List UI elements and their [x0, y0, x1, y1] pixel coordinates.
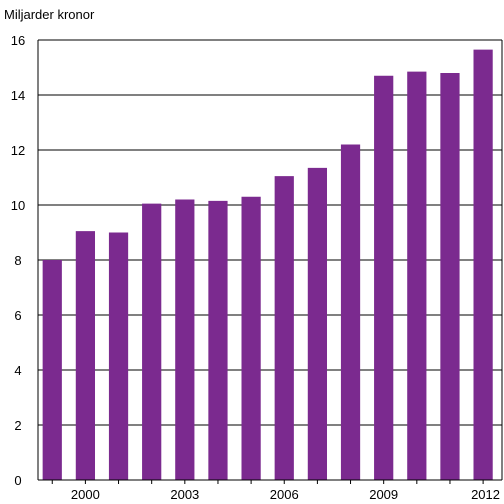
x-tick-label: 2003: [170, 487, 199, 502]
x-tick-label: 2009: [369, 487, 398, 502]
bar-2009: [374, 75, 394, 480]
x-tick-label: 2000: [71, 487, 100, 502]
y-tick-label: 0: [14, 473, 21, 488]
y-tick-label: 10: [11, 198, 25, 213]
bar-2006: [274, 176, 294, 480]
bar-2002: [142, 203, 162, 480]
bar-2010: [407, 71, 427, 480]
y-tick-label: 2: [14, 418, 21, 433]
bar-2005: [241, 196, 261, 480]
y-tick-label: 6: [14, 308, 21, 323]
y-tick-label: 16: [11, 33, 25, 48]
bars: [42, 49, 493, 480]
y-tick-label: 4: [14, 363, 21, 378]
bar-2000: [75, 231, 96, 480]
bar-1999: [42, 260, 62, 480]
bar-2007: [307, 167, 328, 480]
bar-2012: [473, 49, 493, 480]
axes: [37, 40, 503, 484]
y-tick-labels: 0 2 4 6 8 10 12 14 16: [11, 33, 25, 488]
gridlines: [38, 39, 502, 426]
bar-2001: [108, 232, 129, 480]
x-tick-label: 2006: [270, 487, 299, 502]
bar-2003: [175, 199, 195, 480]
bar-2004: [208, 200, 228, 480]
bar-2011: [440, 73, 460, 480]
x-tick-labels: 2000 2003 2006 2009 2012: [71, 487, 500, 502]
y-tick-label: 14: [11, 88, 25, 103]
x-tick-label: 2012: [471, 487, 500, 502]
y-axis-unit-label: Miljarder kronor: [4, 7, 95, 22]
bar-2008: [340, 144, 361, 480]
y-tick-label: 8: [14, 253, 21, 268]
y-tick-label: 12: [11, 143, 25, 158]
